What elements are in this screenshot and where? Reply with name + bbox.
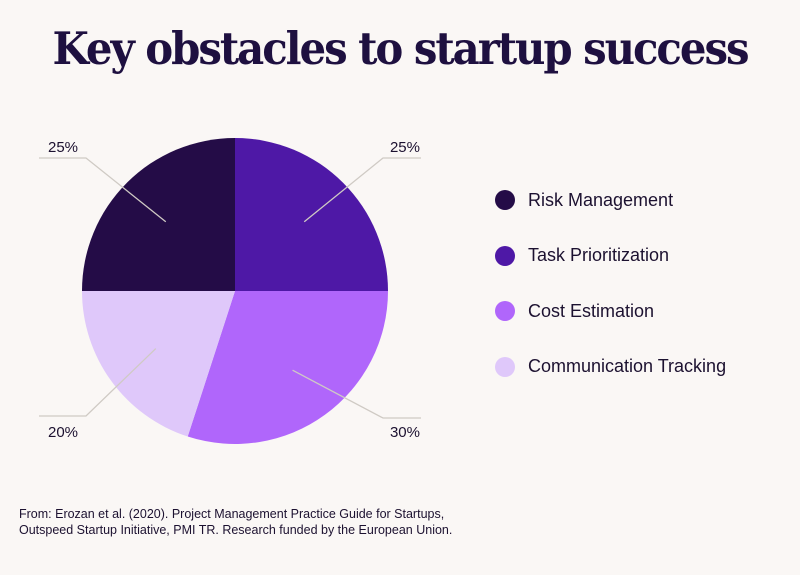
slice-percent-label: 30% <box>390 424 420 441</box>
legend-label: Cost Estimation <box>528 300 655 321</box>
chart-title: Key obstacles to startup success <box>52 22 749 75</box>
pie-slices <box>82 138 388 444</box>
slice-percent-label: 20% <box>48 424 78 441</box>
legend-item-communication-tracking: Communication Tracking <box>495 355 726 379</box>
slice-percent-label: 25% <box>390 139 420 156</box>
slice-percent-label: 25% <box>48 139 78 156</box>
source-line-1: From: Erozan et al. (2020). Project Mana… <box>19 507 445 521</box>
legend-item-risk-management: Risk Management <box>495 188 726 212</box>
leader-line <box>39 157 167 223</box>
leader-line <box>303 157 421 223</box>
legend-item-cost-estimation: Cost Estimation <box>495 299 726 323</box>
leader-line <box>39 348 157 417</box>
legend-swatch <box>495 301 515 321</box>
slice-labels: 25% 30% 20% 25% <box>48 139 420 441</box>
legend: Risk Management Task Prioritization Cost… <box>495 188 726 410</box>
source-note: From: Erozan et al. (2020). Project Mana… <box>19 506 452 538</box>
pie-slice-cost-estimation <box>187 291 388 444</box>
legend-swatch <box>495 245 515 266</box>
legend-item-task-prioritization: Task Prioritization <box>495 244 726 268</box>
legend-label: Task Prioritization <box>528 245 670 265</box>
pie-slice-task-prioritization <box>235 138 388 291</box>
source-line-2: Outspeed Startup Initiative, PMI TR. Res… <box>19 523 453 537</box>
legend-label: Risk Management <box>528 189 674 210</box>
legend-swatch <box>495 190 515 210</box>
pie-slice-communication-tracking <box>82 291 235 437</box>
legend-swatch <box>495 356 515 377</box>
leader-line <box>292 369 421 419</box>
legend-label: Communication Tracking <box>528 356 727 376</box>
leader-lines <box>39 157 421 419</box>
pie-slice-risk-management <box>82 138 235 291</box>
